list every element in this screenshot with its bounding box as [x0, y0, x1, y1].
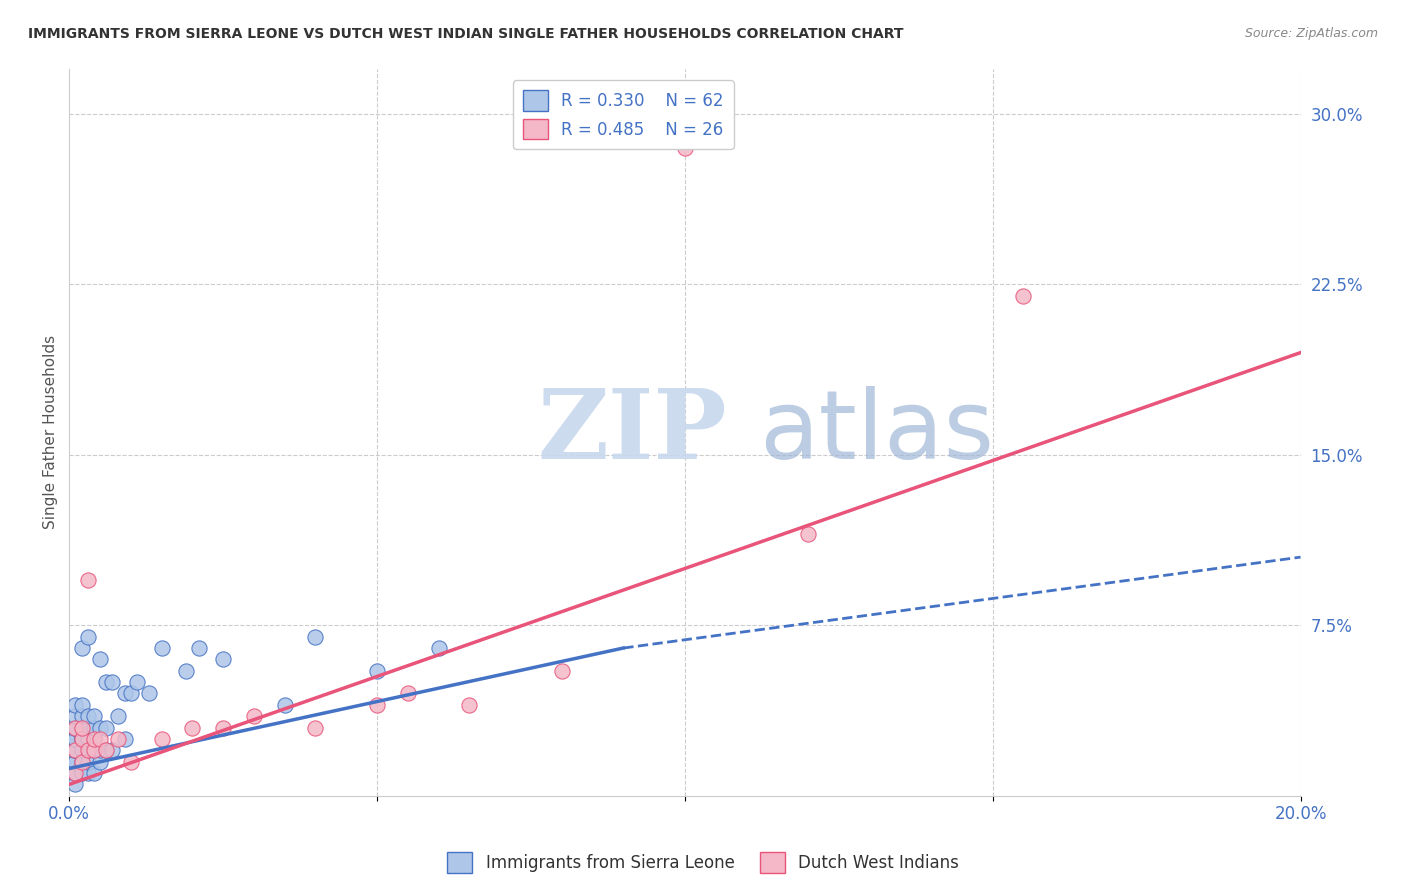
Point	[65, 766, 87, 780]
Point	[83, 743, 105, 757]
Point	[96, 743, 118, 757]
Point	[70, 721, 93, 735]
Point	[65, 721, 87, 735]
Point	[83, 709, 105, 723]
Point	[65, 743, 87, 757]
Point	[107, 731, 129, 746]
Point	[76, 573, 98, 587]
Point	[673, 141, 696, 155]
Point	[83, 731, 105, 746]
Point	[65, 721, 87, 735]
Point	[89, 721, 111, 735]
Point	[83, 721, 105, 735]
Point	[83, 731, 105, 746]
Point	[107, 709, 129, 723]
Point	[76, 731, 98, 746]
Point	[70, 709, 93, 723]
Point	[114, 686, 136, 700]
Point	[65, 731, 87, 746]
Point	[427, 640, 450, 655]
Point	[65, 743, 87, 757]
Point	[150, 640, 173, 655]
Point	[125, 675, 148, 690]
Text: ZIP: ZIP	[537, 385, 727, 479]
Point	[76, 709, 98, 723]
Point	[797, 527, 820, 541]
Point	[96, 675, 118, 690]
Point	[65, 731, 87, 746]
Y-axis label: Single Father Households: Single Father Households	[44, 335, 58, 529]
Point	[304, 630, 326, 644]
Point	[76, 743, 98, 757]
Point	[243, 709, 266, 723]
Point	[101, 743, 124, 757]
Point	[138, 686, 160, 700]
Point	[96, 743, 118, 757]
Point	[96, 721, 118, 735]
Point	[65, 698, 87, 712]
Point	[89, 743, 111, 757]
Point	[366, 698, 388, 712]
Text: atlas: atlas	[759, 385, 994, 479]
Point	[181, 721, 204, 735]
Point	[396, 686, 419, 700]
Point	[70, 731, 93, 746]
Point	[212, 652, 235, 666]
Point	[65, 731, 87, 746]
Point	[76, 766, 98, 780]
Point	[70, 755, 93, 769]
Point	[120, 686, 142, 700]
Point	[70, 640, 93, 655]
Legend: R = 0.330    N = 62, R = 0.485    N = 26: R = 0.330 N = 62, R = 0.485 N = 26	[513, 80, 734, 150]
Point	[458, 698, 481, 712]
Point	[83, 743, 105, 757]
Point	[83, 766, 105, 780]
Point	[65, 766, 87, 780]
Point	[187, 640, 209, 655]
Point	[65, 709, 87, 723]
Point	[89, 755, 111, 769]
Text: Source: ZipAtlas.com: Source: ZipAtlas.com	[1244, 27, 1378, 40]
Point	[70, 766, 93, 780]
Point	[89, 652, 111, 666]
Point	[304, 721, 326, 735]
Point	[101, 675, 124, 690]
Point	[150, 731, 173, 746]
Point	[70, 743, 93, 757]
Point	[1012, 289, 1035, 303]
Point	[70, 755, 93, 769]
Point	[65, 755, 87, 769]
Point	[65, 721, 87, 735]
Point	[212, 721, 235, 735]
Point	[65, 743, 87, 757]
Point	[76, 755, 98, 769]
Point	[65, 777, 87, 791]
Point	[65, 766, 87, 780]
Point	[76, 630, 98, 644]
Point	[70, 721, 93, 735]
Point	[174, 664, 197, 678]
Point	[120, 755, 142, 769]
Point	[551, 664, 574, 678]
Point	[65, 721, 87, 735]
Text: IMMIGRANTS FROM SIERRA LEONE VS DUTCH WEST INDIAN SINGLE FATHER HOUSEHOLDS CORRE: IMMIGRANTS FROM SIERRA LEONE VS DUTCH WE…	[28, 27, 904, 41]
Point	[366, 664, 388, 678]
Legend: Immigrants from Sierra Leone, Dutch West Indians: Immigrants from Sierra Leone, Dutch West…	[440, 846, 966, 880]
Point	[89, 731, 111, 746]
Point	[70, 743, 93, 757]
Point	[76, 743, 98, 757]
Point	[273, 698, 295, 712]
Point	[70, 731, 93, 746]
Point	[70, 698, 93, 712]
Point	[65, 755, 87, 769]
Point	[114, 731, 136, 746]
Point	[65, 743, 87, 757]
Point	[65, 721, 87, 735]
Point	[76, 721, 98, 735]
Point	[70, 731, 93, 746]
